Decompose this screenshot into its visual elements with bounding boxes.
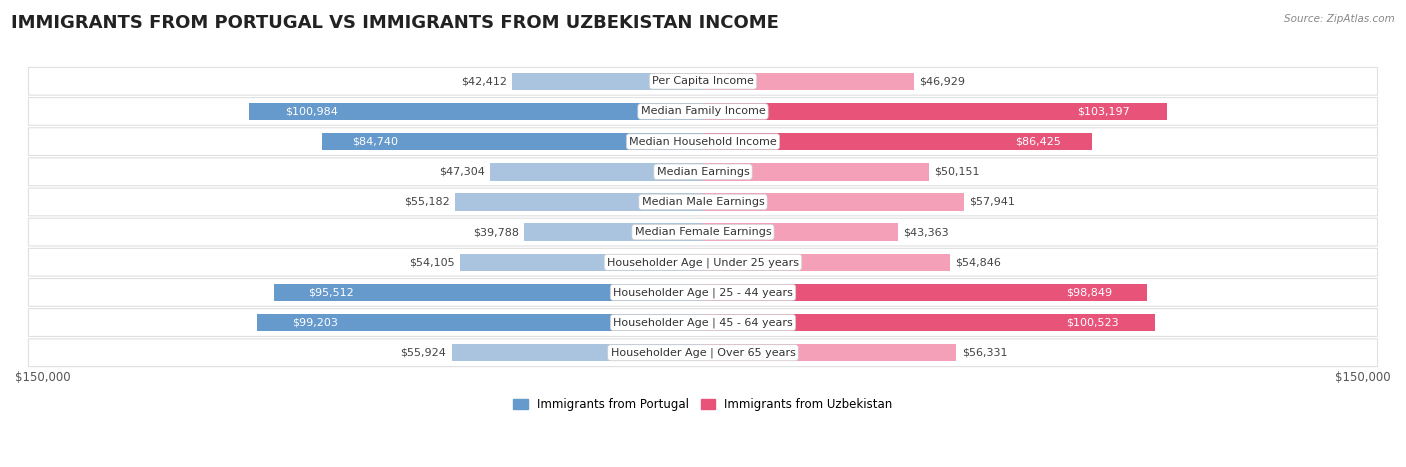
- Text: Householder Age | Under 25 years: Householder Age | Under 25 years: [607, 257, 799, 268]
- Bar: [491, 163, 703, 181]
- FancyBboxPatch shape: [28, 188, 1378, 216]
- FancyBboxPatch shape: [28, 339, 1378, 367]
- Text: $100,523: $100,523: [1066, 318, 1119, 327]
- Text: IMMIGRANTS FROM PORTUGAL VS IMMIGRANTS FROM UZBEKISTAN INCOME: IMMIGRANTS FROM PORTUGAL VS IMMIGRANTS F…: [11, 14, 779, 32]
- Text: $150,000: $150,000: [15, 371, 70, 384]
- Bar: [456, 193, 703, 211]
- Text: $55,182: $55,182: [404, 197, 450, 207]
- Bar: [257, 314, 703, 331]
- Bar: [322, 133, 703, 150]
- Bar: [249, 103, 703, 120]
- Text: $54,105: $54,105: [409, 257, 454, 267]
- Text: Median Male Earnings: Median Male Earnings: [641, 197, 765, 207]
- Text: Per Capita Income: Per Capita Income: [652, 76, 754, 86]
- Text: $84,740: $84,740: [353, 137, 398, 147]
- Text: $99,203: $99,203: [292, 318, 339, 327]
- Text: $46,929: $46,929: [920, 76, 966, 86]
- Bar: [703, 344, 956, 361]
- Bar: [703, 314, 1154, 331]
- Bar: [703, 254, 949, 271]
- FancyBboxPatch shape: [28, 67, 1378, 95]
- Bar: [703, 193, 963, 211]
- FancyBboxPatch shape: [28, 309, 1378, 336]
- Text: Median Family Income: Median Family Income: [641, 106, 765, 116]
- Bar: [524, 223, 703, 241]
- Bar: [703, 163, 928, 181]
- Text: $47,304: $47,304: [439, 167, 485, 177]
- Text: $42,412: $42,412: [461, 76, 508, 86]
- Text: Median Earnings: Median Earnings: [657, 167, 749, 177]
- Bar: [460, 254, 703, 271]
- Text: Source: ZipAtlas.com: Source: ZipAtlas.com: [1284, 14, 1395, 24]
- Bar: [274, 283, 703, 301]
- FancyBboxPatch shape: [28, 248, 1378, 276]
- Text: $50,151: $50,151: [934, 167, 980, 177]
- Text: $103,197: $103,197: [1077, 106, 1130, 116]
- Text: $98,849: $98,849: [1066, 287, 1112, 297]
- Text: $57,941: $57,941: [969, 197, 1015, 207]
- FancyBboxPatch shape: [28, 158, 1378, 186]
- Text: $150,000: $150,000: [1336, 371, 1391, 384]
- Text: $86,425: $86,425: [1015, 137, 1060, 147]
- Text: $39,788: $39,788: [472, 227, 519, 237]
- Bar: [703, 223, 898, 241]
- Legend: Immigrants from Portugal, Immigrants from Uzbekistan: Immigrants from Portugal, Immigrants fro…: [509, 394, 897, 416]
- Text: Median Female Earnings: Median Female Earnings: [634, 227, 772, 237]
- Bar: [451, 344, 703, 361]
- Text: Householder Age | 25 - 44 years: Householder Age | 25 - 44 years: [613, 287, 793, 297]
- Text: $95,512: $95,512: [308, 287, 354, 297]
- Bar: [512, 72, 703, 90]
- FancyBboxPatch shape: [28, 98, 1378, 125]
- Text: $43,363: $43,363: [904, 227, 949, 237]
- Text: Householder Age | Over 65 years: Householder Age | Over 65 years: [610, 347, 796, 358]
- Text: $100,984: $100,984: [285, 106, 337, 116]
- Text: $54,846: $54,846: [955, 257, 1001, 267]
- Bar: [703, 72, 914, 90]
- FancyBboxPatch shape: [28, 218, 1378, 246]
- FancyBboxPatch shape: [28, 278, 1378, 306]
- Bar: [703, 133, 1091, 150]
- FancyBboxPatch shape: [28, 128, 1378, 156]
- Text: Median Household Income: Median Household Income: [628, 137, 778, 147]
- Text: Householder Age | 45 - 64 years: Householder Age | 45 - 64 years: [613, 318, 793, 328]
- Bar: [703, 103, 1167, 120]
- Text: $56,331: $56,331: [962, 348, 1007, 358]
- Bar: [703, 283, 1147, 301]
- Text: $55,924: $55,924: [401, 348, 446, 358]
